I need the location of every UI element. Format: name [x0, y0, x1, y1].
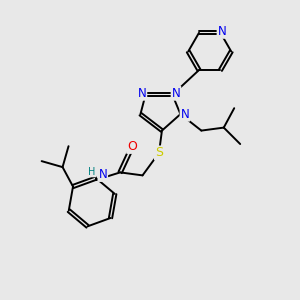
Text: N: N — [218, 25, 226, 38]
Text: S: S — [155, 146, 163, 160]
Text: N: N — [172, 87, 180, 100]
Text: H: H — [88, 167, 95, 176]
Text: N: N — [181, 108, 189, 121]
Text: O: O — [127, 140, 137, 153]
Text: N: N — [98, 168, 107, 181]
Text: N: N — [138, 87, 146, 100]
